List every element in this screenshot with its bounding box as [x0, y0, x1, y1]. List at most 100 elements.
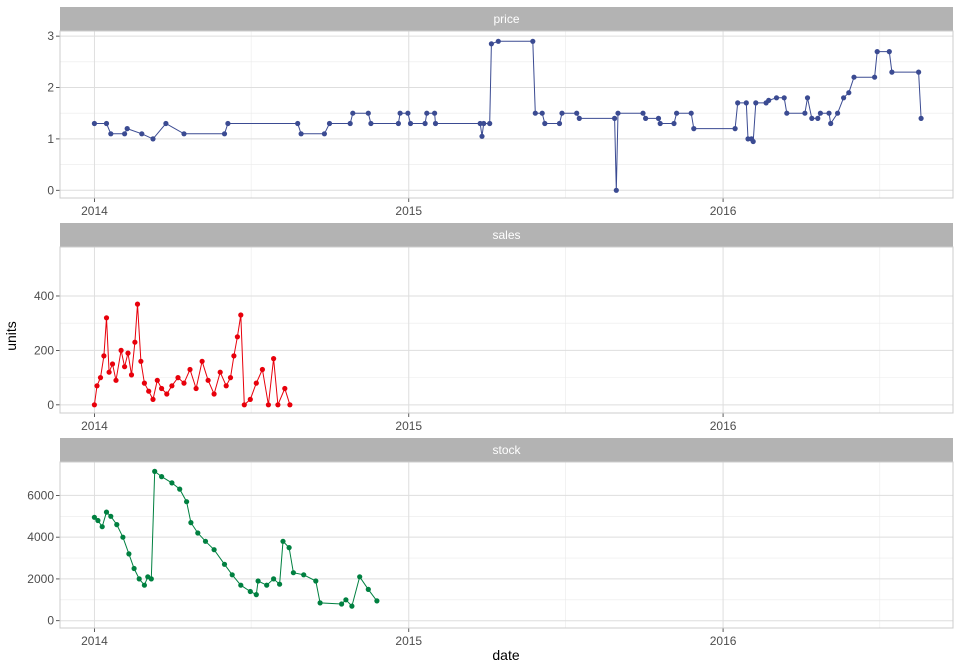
data-point	[163, 120, 169, 127]
data-point	[211, 391, 217, 397]
y-tick-label: 4000	[27, 530, 54, 544]
data-point	[199, 358, 205, 364]
data-point	[99, 524, 105, 530]
y-tick-label: 3	[47, 29, 54, 43]
data-point	[202, 538, 209, 544]
data-point	[169, 480, 175, 486]
data-point	[815, 115, 821, 121]
data-point	[732, 126, 738, 132]
data-point	[295, 120, 301, 127]
data-point	[347, 120, 353, 127]
data-point	[253, 380, 259, 386]
panel-border	[59, 246, 954, 414]
data-point	[432, 110, 438, 116]
panel-background	[60, 462, 953, 628]
data-point	[247, 588, 253, 595]
data-point	[350, 110, 356, 116]
data-point	[615, 110, 621, 116]
data-point	[826, 110, 832, 116]
data-point	[612, 115, 618, 121]
data-point	[221, 561, 228, 567]
data-point	[109, 361, 116, 367]
series-points-sales	[91, 301, 293, 408]
x-tick-label: 2015	[395, 634, 422, 648]
data-point	[750, 138, 756, 145]
data-point	[407, 120, 414, 127]
data-point	[773, 95, 780, 101]
data-point	[349, 603, 355, 609]
data-point	[122, 364, 128, 370]
y-tick-label: 200	[34, 343, 54, 357]
data-point	[657, 120, 663, 127]
data-point	[835, 110, 841, 116]
series-points-price	[91, 38, 924, 193]
data-point	[136, 576, 142, 582]
data-point	[118, 347, 124, 353]
data-point	[125, 350, 131, 356]
data-point	[253, 592, 259, 598]
data-point	[317, 600, 323, 606]
data-point	[828, 120, 834, 127]
data-point	[150, 136, 156, 142]
data-point	[181, 131, 187, 137]
data-point	[124, 126, 130, 132]
data-point	[357, 574, 363, 580]
y-tick-label: 400	[34, 289, 54, 303]
data-point	[841, 95, 847, 101]
data-point	[95, 517, 101, 524]
data-point	[148, 576, 154, 582]
data-point	[282, 385, 288, 392]
data-point	[405, 110, 411, 116]
data-point	[321, 131, 327, 137]
data-point	[91, 120, 97, 127]
data-point	[374, 598, 380, 604]
data-point	[671, 120, 677, 127]
data-point	[691, 126, 697, 132]
data-point	[479, 133, 485, 139]
data-point	[184, 499, 190, 505]
data-point	[287, 402, 293, 408]
data-point	[132, 339, 138, 345]
data-point	[735, 100, 741, 106]
panel-sales: sales 0 200 400 2014 2015 2016	[34, 223, 954, 433]
data-point	[238, 582, 244, 588]
data-point	[211, 547, 217, 553]
data-point	[159, 474, 165, 480]
data-point	[613, 187, 619, 193]
data-point	[280, 538, 286, 544]
data-point	[120, 534, 126, 540]
data-point	[275, 402, 281, 408]
data-point	[131, 565, 137, 572]
data-point	[804, 95, 811, 101]
data-point	[114, 522, 120, 528]
data-point	[574, 110, 580, 116]
data-point	[164, 391, 170, 397]
strip-stock	[60, 438, 953, 462]
panel-price: price 0 1 2 3 2014 2015 2016	[47, 7, 954, 218]
data-point	[326, 120, 333, 127]
data-point	[556, 120, 563, 127]
data-point	[134, 301, 141, 307]
data-point	[241, 402, 247, 408]
x-tick-label: 2014	[81, 634, 108, 648]
y-axis-title: units	[3, 321, 19, 351]
x-tick-label: 2015	[395, 419, 422, 433]
x-axis-title: date	[492, 647, 519, 663]
data-point	[103, 315, 110, 321]
facet-panels: price 0 1 2 3 2014 2015 2016 sales 0 200 400 2014 201…	[27, 7, 954, 648]
x-tick-label: 2014	[81, 419, 108, 433]
data-point	[802, 110, 808, 116]
data-point	[113, 377, 119, 383]
data-point	[365, 586, 371, 593]
data-point	[188, 520, 194, 526]
data-point	[339, 601, 345, 607]
data-point	[422, 120, 428, 127]
data-point	[488, 41, 494, 47]
data-point	[264, 582, 270, 588]
data-point	[141, 582, 147, 588]
data-point	[784, 110, 790, 116]
data-point	[238, 312, 244, 318]
data-point	[146, 388, 152, 394]
data-point	[139, 131, 145, 137]
